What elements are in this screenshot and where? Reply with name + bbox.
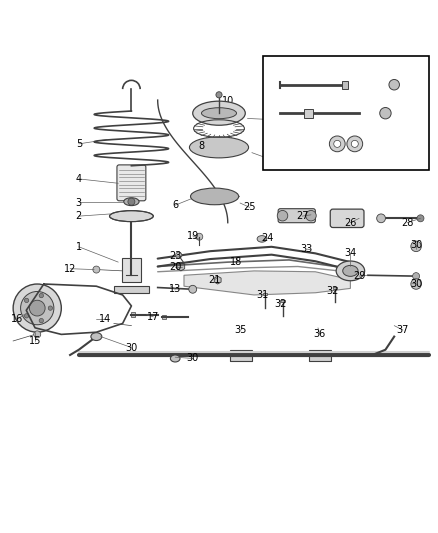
- Circle shape: [347, 136, 363, 152]
- Bar: [342, 81, 348, 88]
- Text: 10: 10: [222, 96, 234, 106]
- Ellipse shape: [110, 211, 153, 222]
- Circle shape: [13, 284, 61, 332]
- FancyBboxPatch shape: [278, 209, 315, 223]
- Circle shape: [334, 140, 341, 147]
- Circle shape: [128, 198, 135, 205]
- Text: 37: 37: [397, 325, 409, 335]
- Bar: [162, 314, 166, 319]
- Circle shape: [389, 79, 399, 90]
- Text: 2: 2: [76, 211, 82, 221]
- Circle shape: [196, 233, 203, 240]
- Circle shape: [306, 211, 316, 221]
- Text: 28: 28: [401, 217, 413, 228]
- Text: 32: 32: [327, 286, 339, 296]
- Bar: [280, 300, 285, 302]
- Bar: [114, 286, 149, 293]
- Text: 4: 4: [76, 174, 82, 184]
- Text: 30: 30: [125, 343, 138, 352]
- Text: 35: 35: [235, 325, 247, 335]
- Text: 5: 5: [76, 139, 82, 149]
- Text: 34: 34: [344, 248, 357, 259]
- Polygon shape: [184, 271, 350, 295]
- Ellipse shape: [257, 236, 267, 242]
- Ellipse shape: [191, 188, 239, 205]
- Circle shape: [48, 306, 53, 310]
- Ellipse shape: [91, 333, 102, 341]
- Text: 33: 33: [300, 244, 313, 254]
- Text: 7: 7: [273, 156, 279, 166]
- Ellipse shape: [124, 198, 139, 206]
- Circle shape: [216, 92, 222, 98]
- Text: 13: 13: [169, 284, 181, 294]
- Bar: [263, 56, 429, 170]
- Text: 32: 32: [274, 298, 286, 309]
- Circle shape: [277, 211, 288, 221]
- Ellipse shape: [336, 261, 364, 281]
- Circle shape: [411, 241, 421, 252]
- Bar: [309, 350, 331, 361]
- Circle shape: [29, 300, 45, 316]
- Text: 14: 14: [99, 314, 111, 324]
- Text: 3: 3: [76, 198, 82, 208]
- Text: 19: 19: [187, 231, 199, 241]
- Text: 8: 8: [198, 141, 205, 151]
- Ellipse shape: [170, 355, 180, 362]
- Circle shape: [39, 318, 43, 323]
- Bar: [131, 312, 135, 317]
- Ellipse shape: [201, 108, 237, 119]
- Circle shape: [34, 331, 41, 338]
- Text: 29: 29: [353, 271, 365, 281]
- Ellipse shape: [193, 101, 245, 125]
- Text: 6: 6: [172, 200, 178, 210]
- Text: 38: 38: [375, 97, 387, 107]
- Text: 30: 30: [187, 353, 199, 364]
- Text: 25: 25: [244, 203, 256, 212]
- Circle shape: [176, 252, 182, 258]
- Circle shape: [411, 279, 421, 289]
- Bar: [230, 350, 252, 361]
- FancyBboxPatch shape: [117, 165, 146, 201]
- Circle shape: [329, 136, 345, 152]
- Text: 21: 21: [208, 274, 221, 285]
- Circle shape: [417, 215, 424, 222]
- Text: 15: 15: [29, 336, 41, 346]
- Text: 27: 27: [296, 211, 308, 221]
- FancyBboxPatch shape: [330, 209, 364, 228]
- Ellipse shape: [343, 265, 358, 276]
- Text: 18: 18: [230, 257, 243, 267]
- Text: 16: 16: [11, 314, 24, 324]
- Circle shape: [351, 140, 358, 147]
- Bar: [122, 258, 141, 282]
- Circle shape: [25, 313, 29, 318]
- Text: 30: 30: [410, 279, 422, 289]
- Text: 11: 11: [222, 109, 234, 119]
- Text: 9: 9: [273, 115, 279, 125]
- Text: 20: 20: [169, 262, 181, 271]
- Text: 30: 30: [410, 240, 422, 251]
- Bar: [263, 293, 267, 295]
- Text: 26: 26: [344, 217, 357, 228]
- Circle shape: [377, 214, 385, 223]
- Text: 36: 36: [314, 329, 326, 340]
- Bar: [304, 109, 313, 118]
- Text: 1: 1: [76, 242, 82, 252]
- Text: 12: 12: [64, 264, 76, 273]
- Circle shape: [21, 292, 54, 325]
- Text: 31: 31: [257, 290, 269, 300]
- Circle shape: [189, 285, 197, 293]
- Circle shape: [25, 298, 29, 303]
- Text: 23: 23: [169, 251, 181, 261]
- Circle shape: [93, 266, 100, 273]
- Text: 24: 24: [261, 233, 273, 243]
- Ellipse shape: [189, 137, 249, 158]
- Circle shape: [380, 108, 391, 119]
- Circle shape: [39, 294, 43, 298]
- Circle shape: [413, 273, 420, 280]
- Text: 17: 17: [147, 312, 159, 322]
- Bar: [333, 287, 337, 289]
